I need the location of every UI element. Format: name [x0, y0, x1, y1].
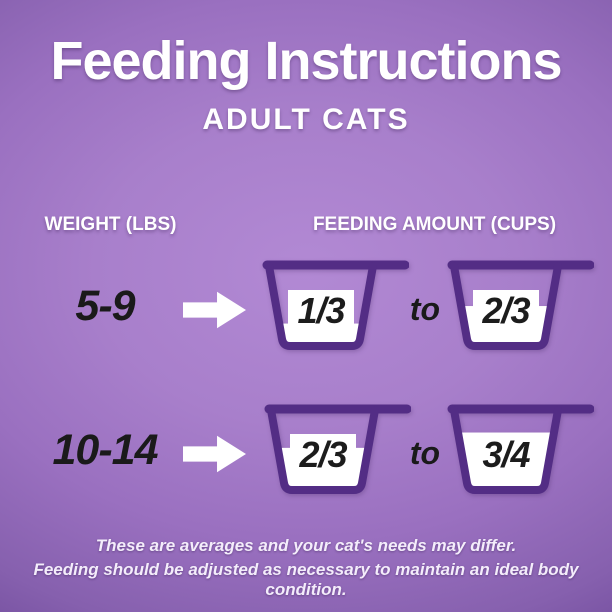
- range-connector: to: [409, 435, 441, 471]
- measuring-cup-icon: 2/3: [261, 402, 411, 497]
- range-connector: to: [409, 291, 441, 327]
- measuring-cup-icon: 3/4: [444, 402, 594, 497]
- page-subtitle: ADULT CATS: [202, 103, 410, 136]
- weight-range-row1: 5-9: [75, 282, 135, 330]
- right-arrow-icon: [183, 291, 246, 329]
- right-arrow-icon: [183, 435, 246, 473]
- measuring-cup-icon: 1/3: [259, 258, 409, 353]
- disclaimer-line-1: These are averages and your cat's needs …: [95, 536, 517, 555]
- disclaimer-line-2: Feeding should be adjusted as necessary …: [33, 560, 579, 599]
- page-title: Feeding Instructions: [50, 31, 562, 91]
- feeding-amount-column-header: FEEDING AMOUNT (CUPS): [312, 214, 557, 235]
- weight-column-header: WEIGHT (LBS): [44, 214, 177, 235]
- cup-amount-label: 2/3: [458, 290, 554, 331]
- cup-amount-label: 2/3: [275, 434, 371, 475]
- measuring-cup-icon: 2/3: [444, 258, 594, 353]
- cup-amount-label: 1/3: [273, 290, 369, 331]
- cup-amount-label: 3/4: [458, 434, 554, 475]
- weight-range-row2: 10-14: [52, 426, 159, 474]
